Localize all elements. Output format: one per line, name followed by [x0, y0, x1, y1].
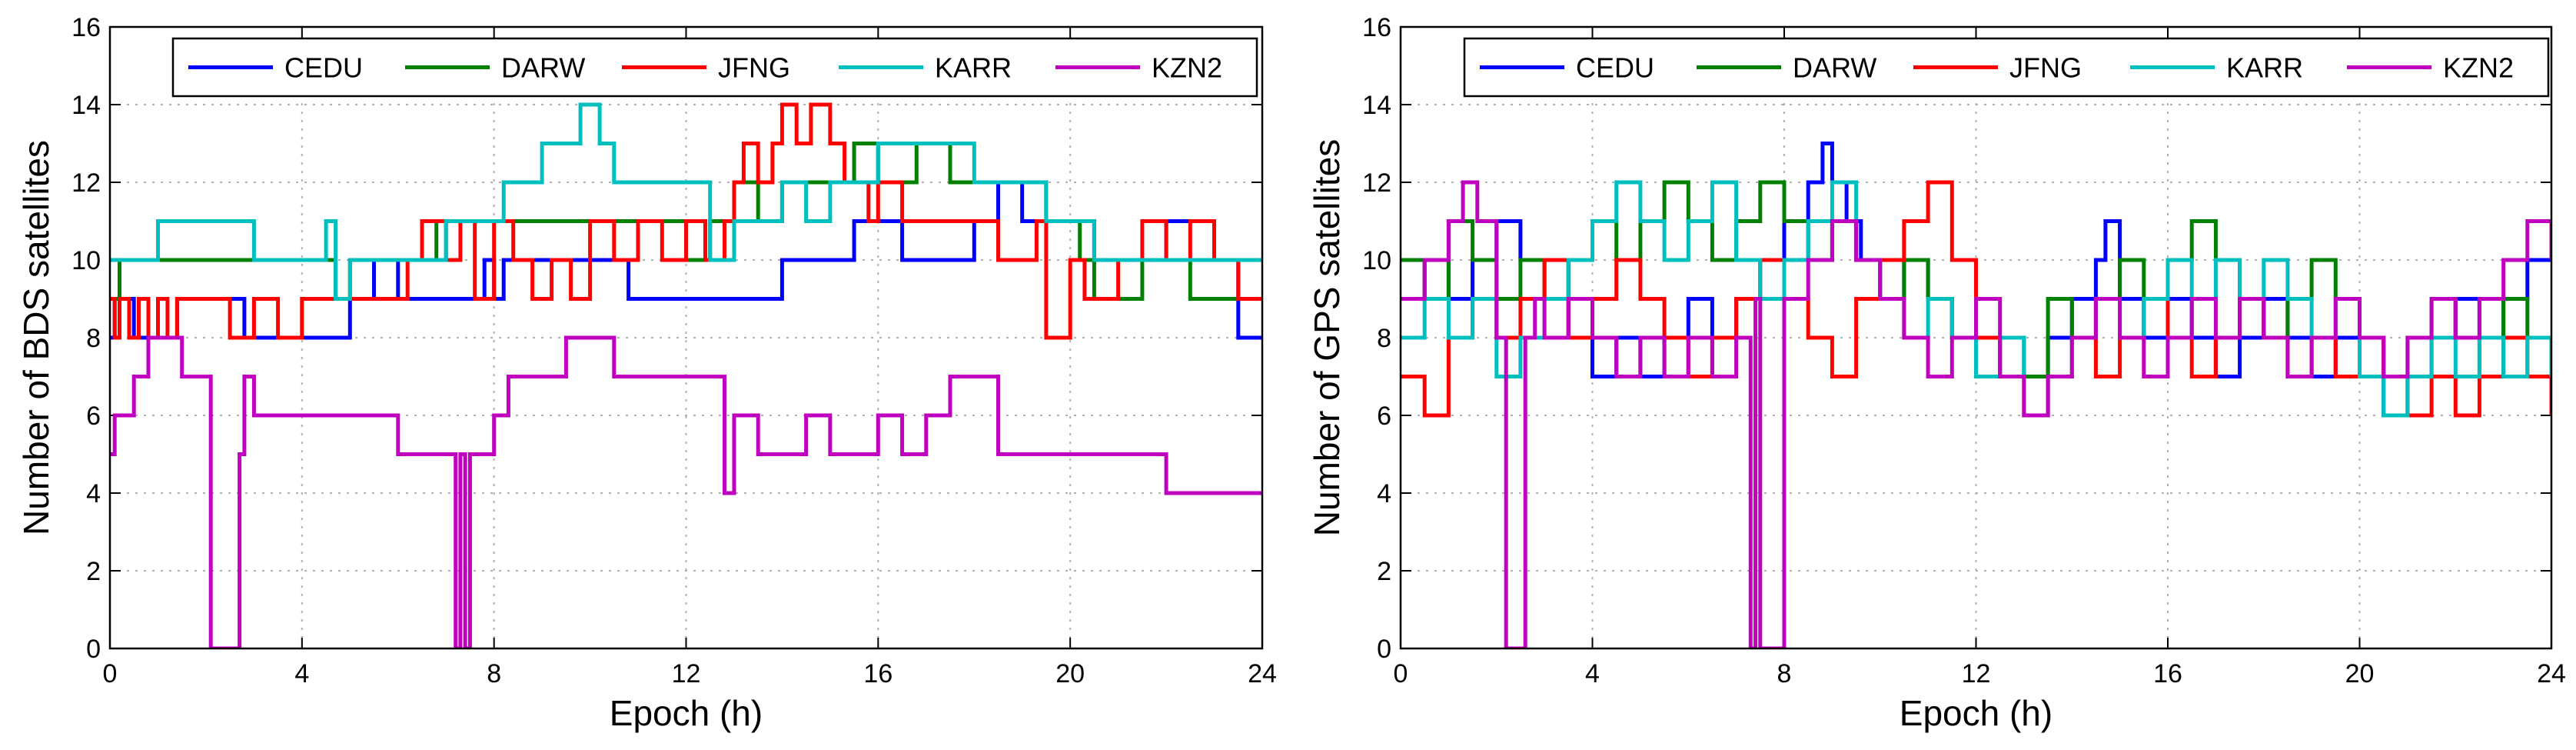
y-tick-label: 16 — [71, 13, 101, 42]
y-tick-label: 14 — [71, 91, 101, 120]
x-tick-label: 0 — [103, 659, 118, 688]
y-tick-label: 12 — [71, 168, 101, 198]
y-axis-label: Number of BDS satellites — [16, 140, 56, 535]
legend-label-darw: DARW — [1793, 52, 1876, 84]
legend-label-darw: DARW — [501, 52, 585, 84]
legend-label-cedu: CEDU — [284, 52, 363, 84]
y-tick-label: 4 — [86, 479, 101, 508]
legend-label-kzn2: KZN2 — [2443, 52, 2514, 84]
y-tick-label: 8 — [86, 324, 101, 353]
series-line-kzn2 — [1401, 180, 2551, 648]
x-tick-label: 8 — [487, 659, 501, 688]
y-tick-label: 2 — [1377, 557, 1391, 586]
x-tick-label: 16 — [863, 659, 892, 688]
legend-label-karr: KARR — [2226, 52, 2303, 84]
y-axis-label: Number of GPS satellites — [1307, 139, 1347, 536]
y-tick-label: 8 — [1377, 324, 1391, 353]
x-tick-label: 24 — [2537, 659, 2566, 688]
legend: CEDU DARW JFNG KARR KZN2 — [171, 37, 1258, 98]
y-tick-label: 2 — [86, 557, 101, 586]
x-tick-label: 24 — [1248, 659, 1277, 688]
legend: CEDU DARW JFNG KARR KZN2 — [1463, 37, 2550, 98]
y-tick-label: 0 — [86, 635, 101, 664]
axes-frame — [108, 25, 1264, 650]
y-tick-label: 10 — [1362, 246, 1391, 275]
y-tick-label: 0 — [1377, 635, 1391, 664]
series-group — [1401, 142, 2551, 648]
y-tick-label: 16 — [1362, 13, 1391, 42]
y-tick-label: 10 — [71, 246, 101, 275]
x-axis-label: Epoch (h) — [1900, 693, 2052, 733]
series-line-karr — [1401, 180, 2551, 418]
y-tick-label: 6 — [1377, 402, 1391, 431]
legend-label-jfng: JFNG — [2009, 52, 2082, 84]
series-group — [110, 102, 1262, 648]
x-tick-label: 0 — [1394, 659, 1408, 688]
legend-label-jfng: JFNG — [718, 52, 790, 84]
x-tick-label: 16 — [2153, 659, 2182, 688]
series-line-kzn2 — [110, 335, 1262, 648]
legend-label-karr: KARR — [935, 52, 1012, 84]
series-line-karr — [110, 102, 1262, 301]
y-tick-label: 12 — [1362, 168, 1391, 198]
x-tick-label: 4 — [294, 659, 309, 688]
axes-frame — [1399, 25, 2553, 650]
y-tick-label: 4 — [1377, 479, 1391, 508]
y-tick-label: 14 — [1362, 91, 1391, 120]
x-tick-label: 12 — [672, 659, 701, 688]
legend-label-kzn2: KZN2 — [1152, 52, 1222, 84]
x-axis-label: Epoch (h) — [610, 693, 763, 733]
x-tick-label: 12 — [1962, 659, 1991, 688]
x-tick-label: 8 — [1777, 659, 1792, 688]
legend-label-cedu: CEDU — [1576, 52, 1654, 84]
x-tick-label: 4 — [1585, 659, 1600, 688]
x-tick-label: 20 — [2345, 659, 2375, 688]
y-tick-label: 6 — [86, 402, 101, 431]
x-tick-label: 20 — [1055, 659, 1085, 688]
